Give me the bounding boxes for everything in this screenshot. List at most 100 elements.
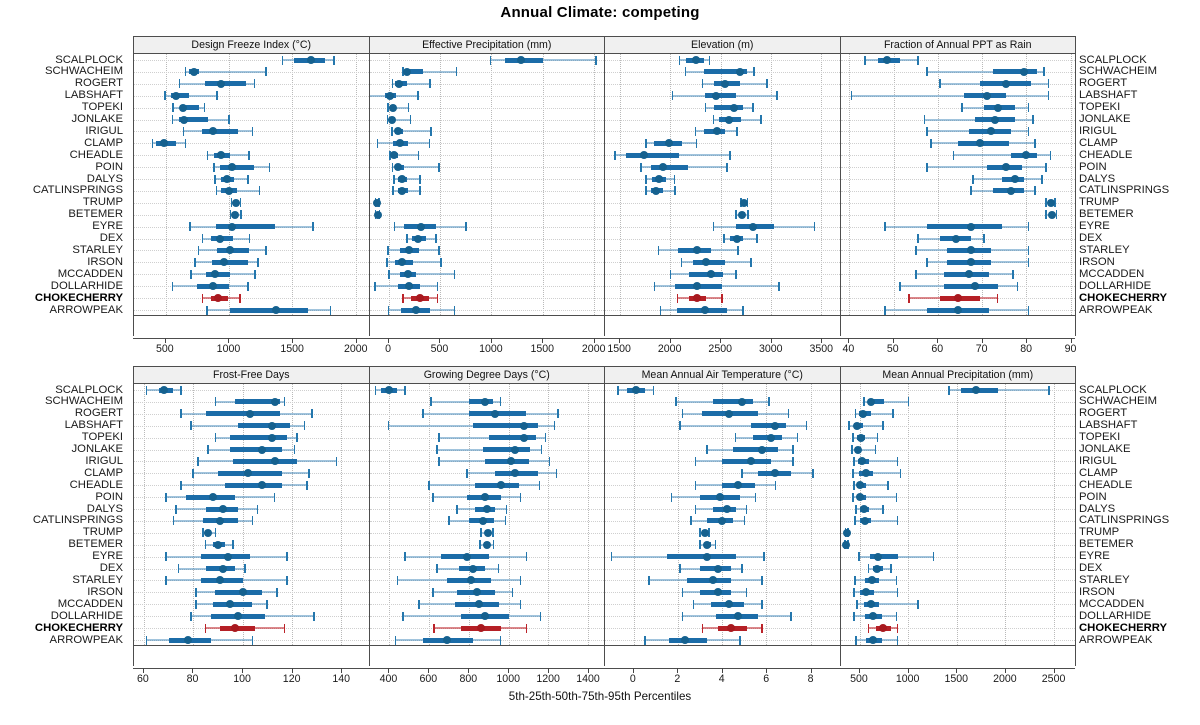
cap-p5 (883, 222, 886, 232)
horizontal-gridline (605, 155, 840, 157)
cap-p95 (436, 293, 439, 303)
median-marker (842, 528, 851, 537)
cap-p5 (145, 385, 148, 395)
median-marker (951, 234, 960, 243)
median-marker (692, 246, 701, 255)
cap-p5 (478, 540, 481, 550)
vertical-gridline (722, 384, 724, 645)
site-label-eyre: EYRE (1079, 220, 1110, 233)
site-label-labshaft: LABSHAFT (64, 419, 123, 432)
median-marker (692, 56, 701, 64)
axis-tick-label: 80 (1020, 343, 1033, 355)
panel-fraction-annual-ppt-rain: Fraction of Annual PPT as Rain (839, 36, 1076, 336)
vertical-gridline (620, 54, 622, 315)
cap-p5 (679, 564, 681, 574)
horizontal-gridline (369, 202, 604, 204)
horizontal-gridline (134, 71, 369, 73)
cap-p95 (805, 421, 808, 431)
cap-p5 (640, 162, 643, 172)
median-marker (519, 421, 528, 430)
whisker-range (403, 70, 457, 73)
cap-p95 (896, 623, 899, 633)
interquartile-box (205, 411, 280, 417)
cap-p95 (435, 234, 437, 244)
horizontal-gridline (840, 544, 1075, 546)
cap-p5 (432, 587, 434, 597)
cap-p5 (681, 587, 684, 597)
vertical-gridline (1005, 384, 1007, 645)
axis-tick (848, 338, 850, 343)
interquartile-box (230, 435, 288, 441)
cap-p5 (391, 162, 394, 172)
cap-p5 (699, 540, 701, 550)
cap-p95 (673, 174, 676, 184)
panel-title-mean-annual-precipitation: Mean Annual Precipitation (mm) (882, 369, 1034, 381)
axis-tick-label: 0 (629, 673, 636, 685)
median-marker (476, 624, 485, 633)
horizontal-gridline (840, 604, 1075, 606)
site-label-cheadle: CHEADLE (69, 478, 123, 491)
median-marker (766, 433, 775, 442)
median-marker (474, 600, 483, 609)
horizontal-gridline (134, 262, 369, 264)
cap-p5 (175, 504, 177, 514)
interquartile-box (237, 423, 290, 429)
cap-p5 (680, 257, 683, 267)
page-title: Annual Climate: competing (500, 4, 700, 21)
cap-p95 (725, 162, 728, 172)
cap-p95 (293, 445, 296, 455)
cap-p5 (171, 281, 174, 291)
site-label-irigul: IRIGUL (85, 124, 123, 137)
cap-p5 (430, 397, 432, 407)
median-marker (858, 409, 867, 418)
median-marker (740, 198, 749, 207)
horizontal-gridline (605, 473, 840, 475)
median-marker (243, 469, 252, 478)
vertical-gridline (341, 384, 343, 645)
axis-tick-label: 3000 (758, 343, 783, 355)
horizontal-gridline (134, 155, 369, 157)
median-marker (510, 469, 519, 478)
cap-p95 (917, 55, 919, 65)
cap-p5 (692, 599, 695, 609)
median-marker (223, 552, 232, 561)
cap-p95 (305, 480, 308, 490)
cap-p95 (932, 552, 935, 562)
horizontal-gridline (605, 179, 840, 181)
median-marker (208, 493, 217, 502)
cap-p95 (739, 635, 741, 645)
median-marker (217, 79, 226, 88)
cap-p95 (203, 103, 206, 113)
cap-p95 (417, 150, 420, 160)
horizontal-gridline (134, 580, 369, 582)
site-label-trump: TRUMP (82, 196, 123, 209)
horizontal-gridline (840, 60, 1075, 61)
plot-area-frost-free-days (134, 384, 369, 646)
cap-p5 (165, 492, 167, 502)
axis-tick (956, 668, 958, 673)
panel-header-elevation: Elevation (m) (605, 36, 840, 54)
site-label-scalplock: SCALPLOCK (55, 53, 123, 66)
median-marker (483, 528, 492, 537)
horizontal-gridline (840, 616, 1075, 618)
cap-p95 (896, 516, 899, 526)
cap-p95 (796, 433, 799, 443)
cap-p5 (202, 528, 204, 538)
site-label-topeki: TOPEKI (81, 101, 123, 114)
cap-p5 (694, 480, 697, 490)
cap-p5 (864, 55, 866, 65)
site-label-rogert: ROGERT (1079, 407, 1128, 420)
cap-p95 (519, 599, 522, 609)
horizontal-gridline (840, 437, 1075, 439)
cap-p5 (388, 269, 390, 279)
site-label-arrowpeak: ARROWPEAK (49, 633, 123, 646)
site-label-scalplock: SCALPLOCK (1079, 53, 1147, 66)
median-marker (873, 564, 882, 573)
cap-p5 (393, 222, 396, 232)
cap-p5 (404, 552, 407, 562)
cap-p5 (406, 234, 408, 244)
cap-p5 (908, 293, 910, 303)
vertical-gridline (440, 54, 442, 315)
cap-p5 (679, 421, 681, 431)
cap-p5 (204, 623, 207, 633)
